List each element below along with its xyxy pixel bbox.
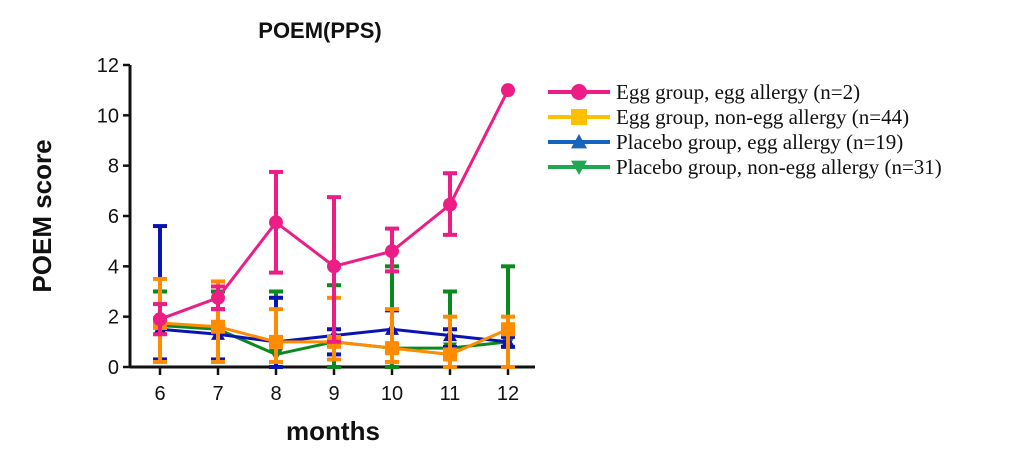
y-tick-label: 0 [108, 357, 119, 379]
data-point [443, 347, 457, 362]
legend-marker [571, 84, 587, 100]
x-tick-label: 12 [497, 383, 519, 405]
y-tick-label: 4 [108, 256, 119, 278]
data-point [211, 290, 225, 305]
legend-item: Placebo group, egg allergy (n=19) [548, 130, 903, 154]
x-tick-label: 9 [328, 383, 339, 405]
data-point [269, 334, 283, 349]
legend-label: Placebo group, egg allergy (n=19) [616, 130, 903, 154]
x-tick-label: 11 [440, 383, 461, 405]
legend-item: Placebo group, non-egg allergy (n=31) [548, 155, 942, 179]
x-tick-label: 10 [381, 383, 403, 405]
y-tick-label: 12 [97, 55, 119, 77]
data-point [385, 244, 399, 259]
x-tick-label: 6 [154, 383, 165, 405]
data-point [501, 322, 515, 337]
legend-label: Placebo group, non-egg allergy (n=31) [616, 155, 942, 179]
axes: 0 2 4 6 8 10 12 6 7 8 9 10 11 12 [97, 55, 535, 405]
series-0 [153, 83, 515, 344]
plot-area [153, 83, 515, 369]
legend-label: Egg group, egg allergy (n=2) [616, 80, 860, 104]
legend-item: Egg group, non-egg allergy (n=44) [548, 105, 909, 129]
legend-marker [571, 134, 587, 149]
data-point [153, 312, 167, 327]
data-point [211, 319, 225, 334]
legend: Egg group, egg allergy (n=2)Egg group, n… [548, 80, 942, 179]
y-tick-label: 2 [108, 307, 119, 329]
y-tick-label: 6 [108, 206, 119, 228]
data-point [385, 341, 399, 356]
legend-marker [571, 109, 587, 125]
legend-marker [571, 160, 587, 175]
data-point [443, 197, 457, 212]
chart-title: POEM(PPS) [258, 18, 381, 43]
y-tick-label: 8 [108, 156, 119, 178]
data-point [327, 259, 341, 274]
data-point [269, 215, 283, 230]
x-tick-label: 8 [270, 383, 281, 405]
y-tick-label: 10 [97, 105, 119, 127]
y-axis-label: POEM score [27, 139, 57, 292]
x-tick-label: 7 [212, 383, 223, 405]
legend-item: Egg group, egg allergy (n=2) [548, 80, 860, 104]
data-point [501, 83, 515, 98]
x-axis-label: months [286, 416, 380, 446]
legend-label: Egg group, non-egg allergy (n=44) [616, 105, 909, 129]
